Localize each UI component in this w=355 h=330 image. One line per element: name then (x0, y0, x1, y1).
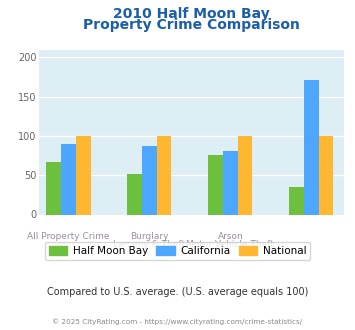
Bar (47, 162, 61, 214)
Text: Arson: Arson (218, 232, 243, 241)
Text: © 2025 CityRating.com - https://www.cityrating.com/crime-statistics/: © 2025 CityRating.com - https://www.city… (53, 318, 302, 325)
Bar (76, 136, 91, 214)
Bar (208, 155, 223, 214)
Bar (61, 144, 76, 214)
Text: Burglary: Burglary (130, 232, 169, 241)
Bar (289, 187, 304, 214)
Text: Motor Vehicle Theft: Motor Vehicle Theft (186, 241, 274, 249)
Text: Compared to U.S. average. (U.S. average equals 100): Compared to U.S. average. (U.S. average … (47, 287, 308, 297)
Bar (223, 151, 238, 214)
Legend: Half Moon Bay, California, National: Half Moon Bay, California, National (45, 242, 310, 260)
Text: All Property Crime: All Property Crime (27, 232, 110, 241)
Bar (304, 80, 318, 214)
Text: 2010 Half Moon Bay: 2010 Half Moon Bay (113, 7, 270, 20)
Text: Larceny & Theft: Larceny & Theft (113, 241, 185, 249)
Bar (142, 146, 157, 214)
Bar (127, 174, 142, 214)
Text: Property Crime Comparison: Property Crime Comparison (83, 18, 300, 32)
Bar (238, 136, 252, 214)
Bar (318, 136, 333, 214)
Bar (157, 136, 171, 214)
